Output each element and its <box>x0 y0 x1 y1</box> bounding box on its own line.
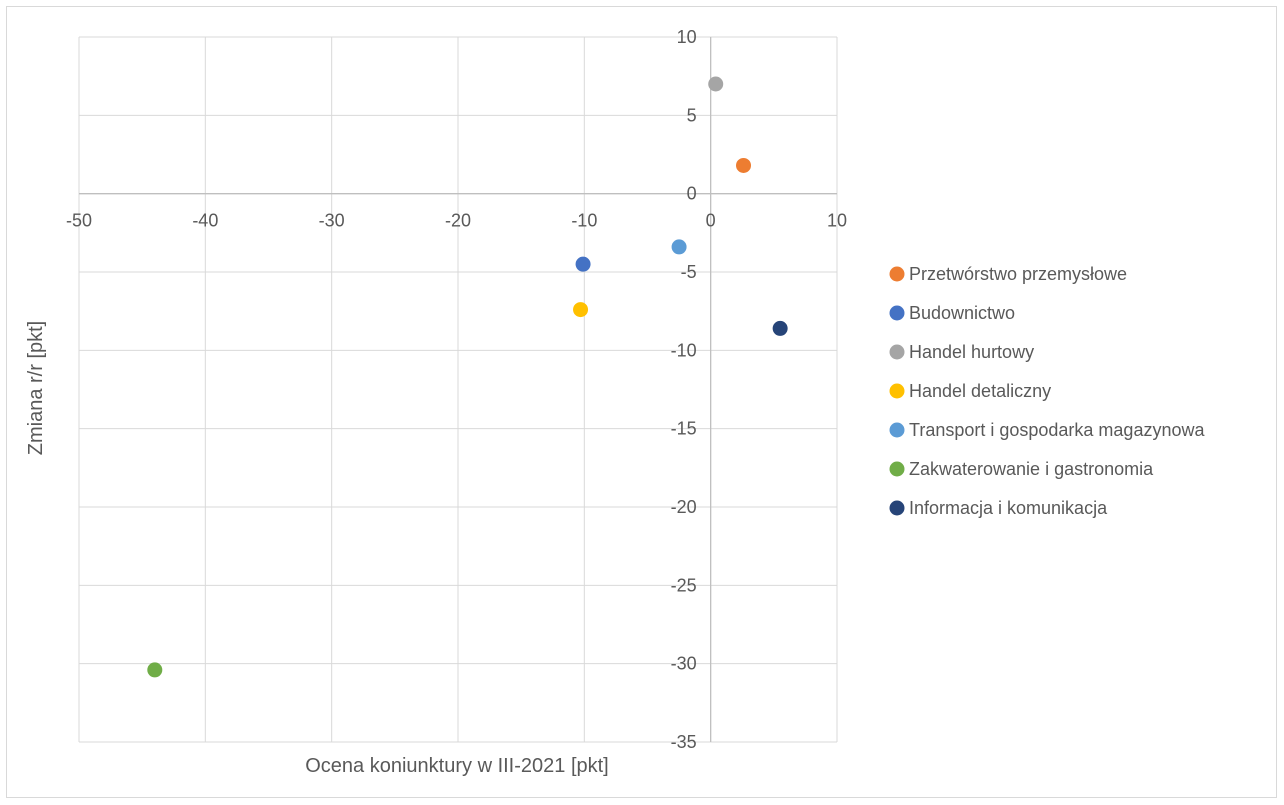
x-tick-label: -30 <box>319 211 345 231</box>
legend-marker <box>889 383 905 399</box>
legend-marker <box>889 422 905 438</box>
legend-label: Budownictwo <box>909 303 1015 323</box>
legend-label: Przetwórstwo przemysłowe <box>909 264 1127 284</box>
data-point <box>573 302 589 318</box>
axes <box>79 37 837 742</box>
data-point <box>575 256 591 272</box>
legend-marker <box>889 461 905 477</box>
y-tick-label: 0 <box>687 184 697 204</box>
legend-label: Zakwaterowanie i gastronomia <box>909 459 1154 479</box>
y-axis-title: Zmiana r/r [pkt] <box>25 321 47 455</box>
y-tick-label: 5 <box>687 105 697 125</box>
x-tick-label: 10 <box>827 211 847 231</box>
data-point <box>147 662 163 678</box>
data-point <box>671 239 687 255</box>
legend-marker <box>889 266 905 282</box>
chart-frame <box>6 6 1277 798</box>
legend-marker <box>889 500 905 516</box>
grid-lines <box>78 36 838 743</box>
legend-label: Informacja i komunikacja <box>909 498 1108 518</box>
y-tick-label: -10 <box>671 340 697 360</box>
legend-label: Handel detaliczny <box>909 381 1051 401</box>
legend-label: Handel hurtowy <box>909 342 1034 362</box>
y-tick-label: -35 <box>671 732 697 752</box>
y-tick-label: -30 <box>671 654 697 674</box>
legend-marker <box>889 344 905 360</box>
y-tick-label: -25 <box>671 575 697 595</box>
x-tick-label: -20 <box>445 211 471 231</box>
data-points <box>147 76 788 678</box>
cropped-header-strip <box>0 0 1284 6</box>
legend: Przetwórstwo przemysłowe Budownictwo Hande… <box>889 264 1205 518</box>
x-tick-label: -50 <box>66 211 92 231</box>
y-tick-label: -5 <box>681 262 697 282</box>
legend-label: Transport i gospodarka magazynowa <box>909 420 1205 440</box>
x-tick-labels: -50 -40 -30 -20 -10 0 10 <box>66 211 847 231</box>
y-tick-label: 10 <box>677 27 697 47</box>
data-point <box>708 76 724 92</box>
x-axis-title: Ocena koniunktury w III-2021 [pkt] <box>305 755 609 777</box>
data-point <box>736 157 752 173</box>
data-point <box>772 320 788 336</box>
y-tick-label: -20 <box>671 497 697 517</box>
x-tick-label: -40 <box>192 211 218 231</box>
y-tick-label: -15 <box>671 419 697 439</box>
y-tick-labels: 10 5 0 -5 -10 -15 -20 -25 -30 -35 <box>671 27 697 752</box>
legend-marker <box>889 305 905 321</box>
x-tick-label: -10 <box>571 211 597 231</box>
x-tick-label: 0 <box>706 211 716 231</box>
